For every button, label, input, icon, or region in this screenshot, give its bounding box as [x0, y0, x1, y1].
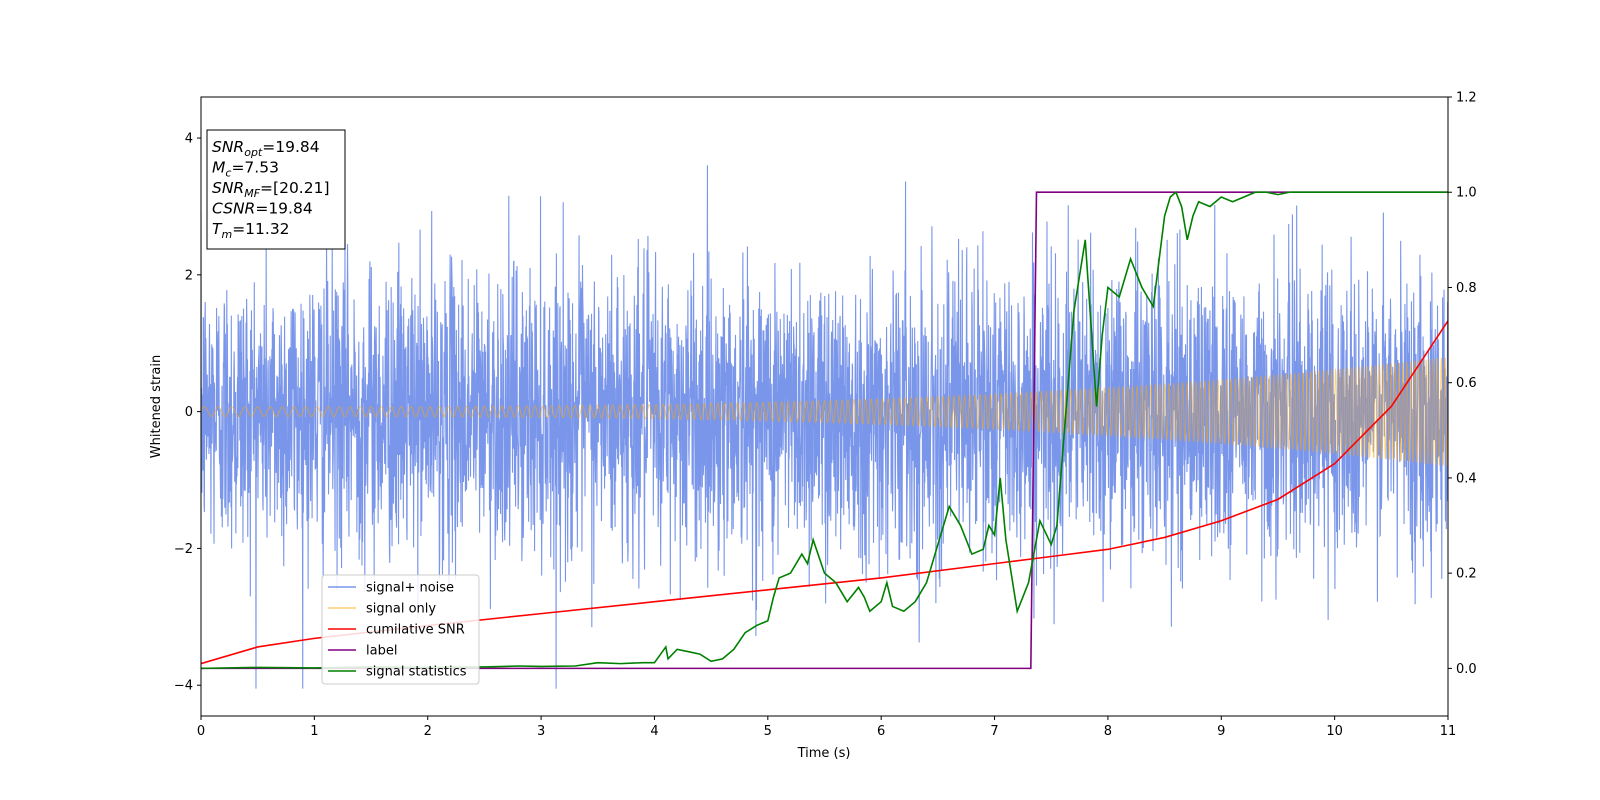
y2-tick-label: 0.0	[1456, 662, 1477, 677]
x-tick-label: 6	[877, 724, 885, 739]
y-axis-left: −4 −2 0 2 4	[174, 132, 201, 694]
info-line: SNRMF=[20.21]	[212, 179, 330, 200]
y2-tick-label: 0.8	[1456, 281, 1477, 296]
series-signal-statistics	[201, 190, 1448, 670]
info-box-frame	[206, 129, 346, 250]
x-tick-label: 3	[537, 724, 545, 739]
series-signal-noise	[201, 165, 1448, 689]
info-line: Tm=11.32	[212, 220, 290, 241]
legend-label: signal statistics	[366, 665, 467, 680]
legend-label: label	[366, 644, 397, 659]
y2-tick-label: 1.2	[1456, 91, 1477, 106]
y-tick-label: 2	[185, 268, 193, 283]
series-signal-only	[201, 357, 1448, 467]
legend-frame	[321, 574, 480, 685]
info-line: Mc=7.53	[212, 159, 279, 180]
x-tick-label: 7	[990, 724, 998, 739]
x-tick-label: 4	[650, 724, 658, 739]
y-tick-label: 4	[185, 132, 193, 147]
y-tick-label: −2	[174, 542, 193, 557]
info-line: SNRopt=19.84	[212, 138, 320, 159]
y2-tick-label: 0.6	[1456, 376, 1477, 391]
x-tick-label: 11	[1440, 724, 1457, 739]
series-label	[201, 191, 1448, 670]
x-tick-label: 8	[1104, 724, 1112, 739]
y-tick-label: −4	[174, 679, 193, 694]
x-tick-label: 10	[1326, 724, 1343, 739]
y-tick-label: 0	[185, 405, 193, 420]
y2-tick-label: 1.0	[1456, 186, 1477, 201]
legend-label: signal only	[366, 602, 436, 617]
x-axis: 0 1 2 3 4 5 6 7 8 9 10 11	[197, 716, 1456, 739]
y2-tick-label: 0.2	[1456, 567, 1477, 582]
y-axis-right: 0.0 0.2 0.4 0.6 0.8 1.0 1.2	[1448, 91, 1477, 677]
info-box: SNRopt=19.84Mc=7.53SNRMF=[20.21]CSNR=19.…	[206, 129, 346, 250]
legend-label: signal+ noise	[366, 581, 454, 596]
info-line: CSNR=19.84	[212, 200, 313, 218]
y2-tick-label: 0.4	[1456, 471, 1477, 486]
x-tick-label: 2	[424, 724, 432, 739]
x-tick-label: 9	[1217, 724, 1225, 739]
legend-label: cumilative SNR	[366, 623, 465, 638]
x-tick-label: 0	[197, 724, 205, 739]
x-tick-label: 1	[310, 724, 318, 739]
y-axis-label: Whitened strain	[149, 355, 164, 458]
legend: signal+ noise signal only cumilative SNR la…	[321, 574, 480, 685]
x-tick-label: 5	[764, 724, 772, 739]
x-axis-label: Time (s)	[797, 746, 851, 761]
plot-frame	[200, 96, 1449, 717]
